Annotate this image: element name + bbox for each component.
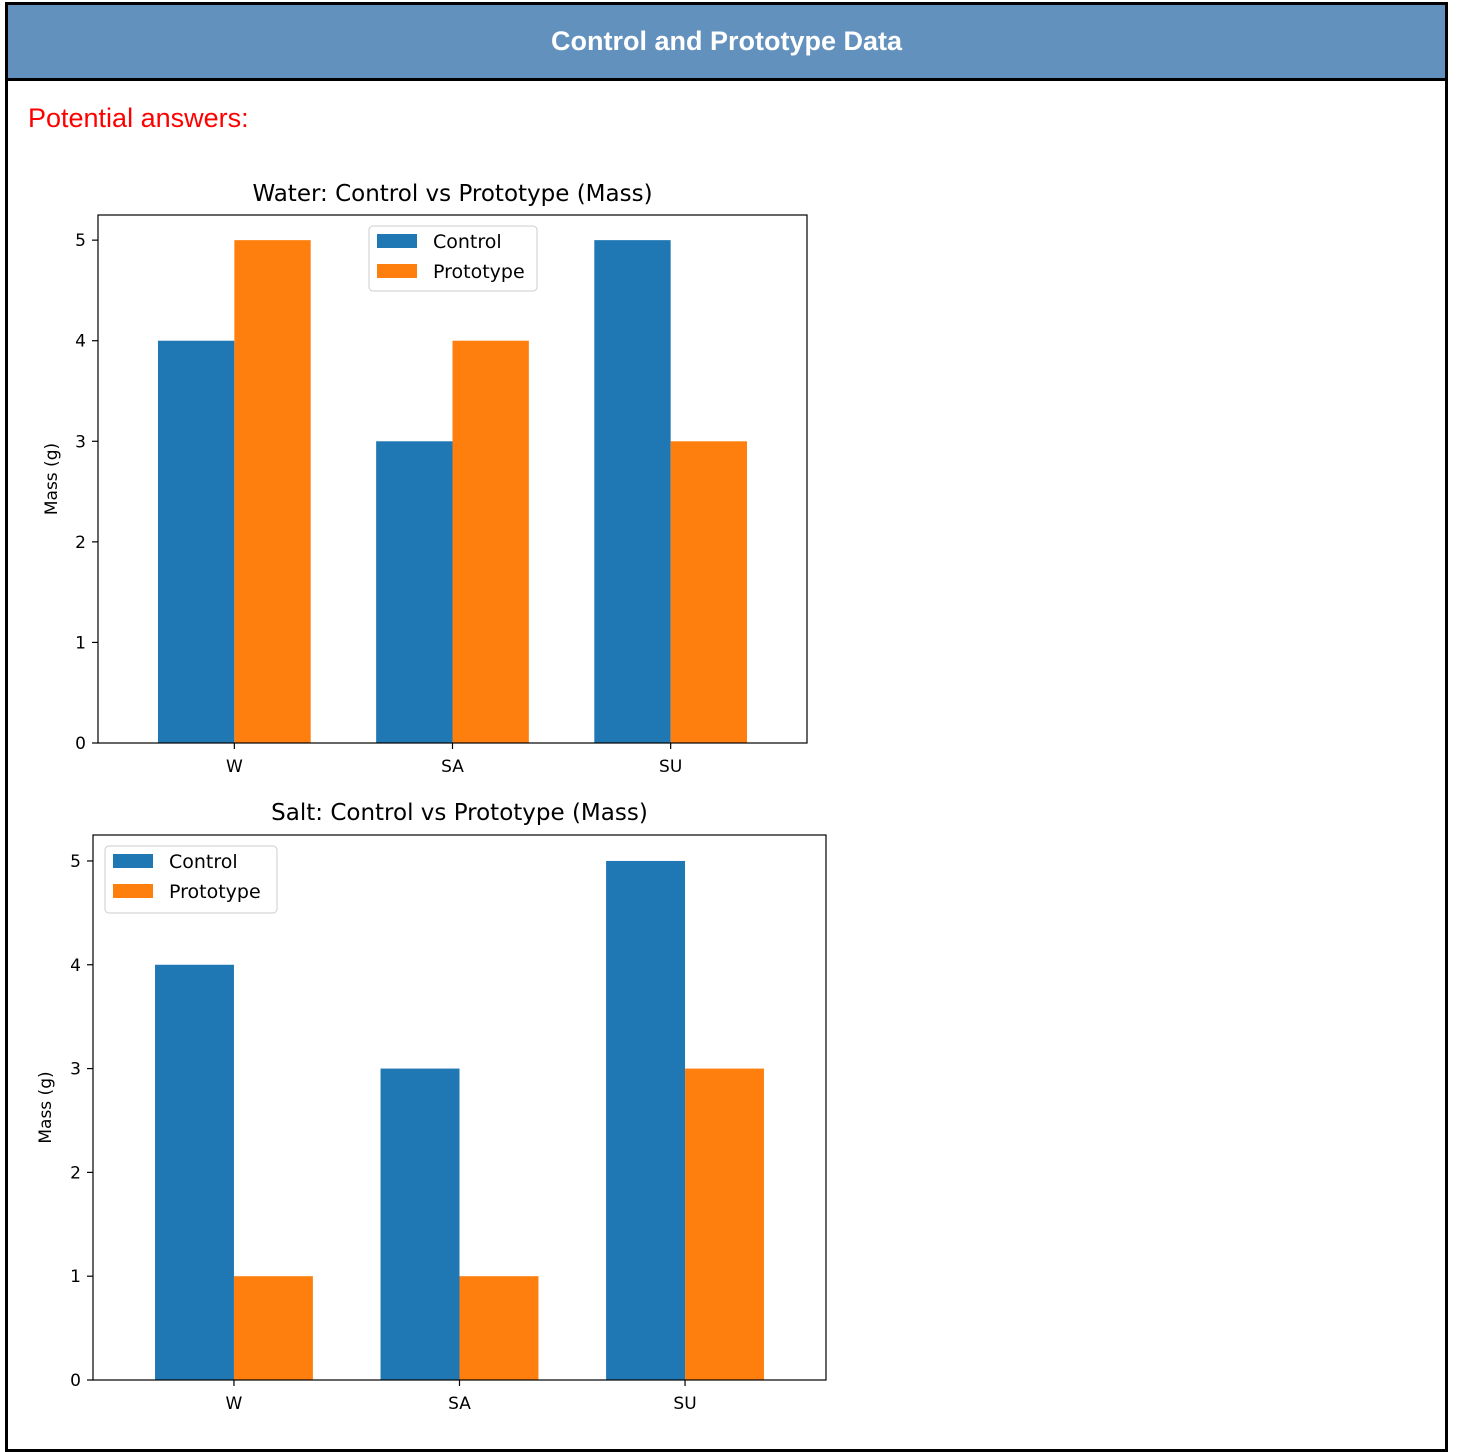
chart-title: Water: Control vs Prototype (Mass) bbox=[252, 181, 652, 207]
x-tick-label: SU bbox=[659, 757, 682, 777]
page-title: Control and Prototype Data bbox=[550, 26, 902, 56]
chart-title: Salt: Control vs Prototype (Mass) bbox=[271, 800, 648, 826]
legend-label-prototype: Prototype bbox=[433, 261, 525, 283]
legend-swatch-control bbox=[113, 854, 153, 868]
legend-label-control: Control bbox=[169, 851, 238, 873]
bar-control-su bbox=[594, 240, 671, 743]
y-tick-label: 1 bbox=[75, 633, 86, 653]
x-tick-label: W bbox=[226, 757, 243, 777]
bar-control-sa bbox=[376, 441, 453, 743]
legend-label-prototype: Prototype bbox=[169, 881, 261, 903]
y-tick-label: 3 bbox=[70, 1060, 81, 1080]
header-bar: Control and Prototype Data bbox=[8, 5, 1445, 81]
legend-swatch-prototype bbox=[113, 884, 153, 898]
y-tick-label: 1 bbox=[70, 1267, 81, 1287]
potential-answers-label: Potential answers: bbox=[28, 103, 249, 133]
y-tick-label: 0 bbox=[75, 734, 86, 754]
y-tick-label: 3 bbox=[75, 432, 86, 452]
x-tick-label: SU bbox=[673, 1394, 696, 1414]
y-tick-label: 5 bbox=[75, 231, 86, 251]
legend-label-control: Control bbox=[433, 231, 502, 253]
bar-prototype-w bbox=[233, 1276, 313, 1380]
y-tick-label: 4 bbox=[75, 332, 86, 352]
y-tick-label: 5 bbox=[70, 852, 81, 872]
bar-control-sa bbox=[380, 1068, 460, 1380]
bar-control-w bbox=[157, 340, 235, 743]
bar-prototype-su bbox=[670, 441, 748, 743]
y-axis-label: Mass (g) bbox=[42, 443, 62, 515]
y-axis-label: Mass (g) bbox=[36, 1071, 56, 1143]
x-tick-label: W bbox=[226, 1394, 243, 1414]
legend-swatch-prototype bbox=[377, 264, 417, 278]
y-tick-label: 0 bbox=[70, 1371, 81, 1391]
bar-prototype-sa bbox=[459, 1276, 539, 1380]
bar-prototype-su bbox=[685, 1068, 764, 1380]
bar-prototype-sa bbox=[452, 340, 529, 743]
y-tick-label: 2 bbox=[75, 533, 86, 553]
y-tick-label: 2 bbox=[70, 1163, 81, 1183]
x-tick-label: SA bbox=[441, 757, 464, 777]
y-tick-label: 4 bbox=[70, 956, 81, 976]
bar-control-w bbox=[155, 964, 234, 1380]
x-tick-label: SA bbox=[448, 1394, 471, 1414]
bar-control-su bbox=[606, 860, 686, 1380]
legend-swatch-control bbox=[377, 234, 417, 248]
bar-prototype-w bbox=[234, 240, 311, 743]
